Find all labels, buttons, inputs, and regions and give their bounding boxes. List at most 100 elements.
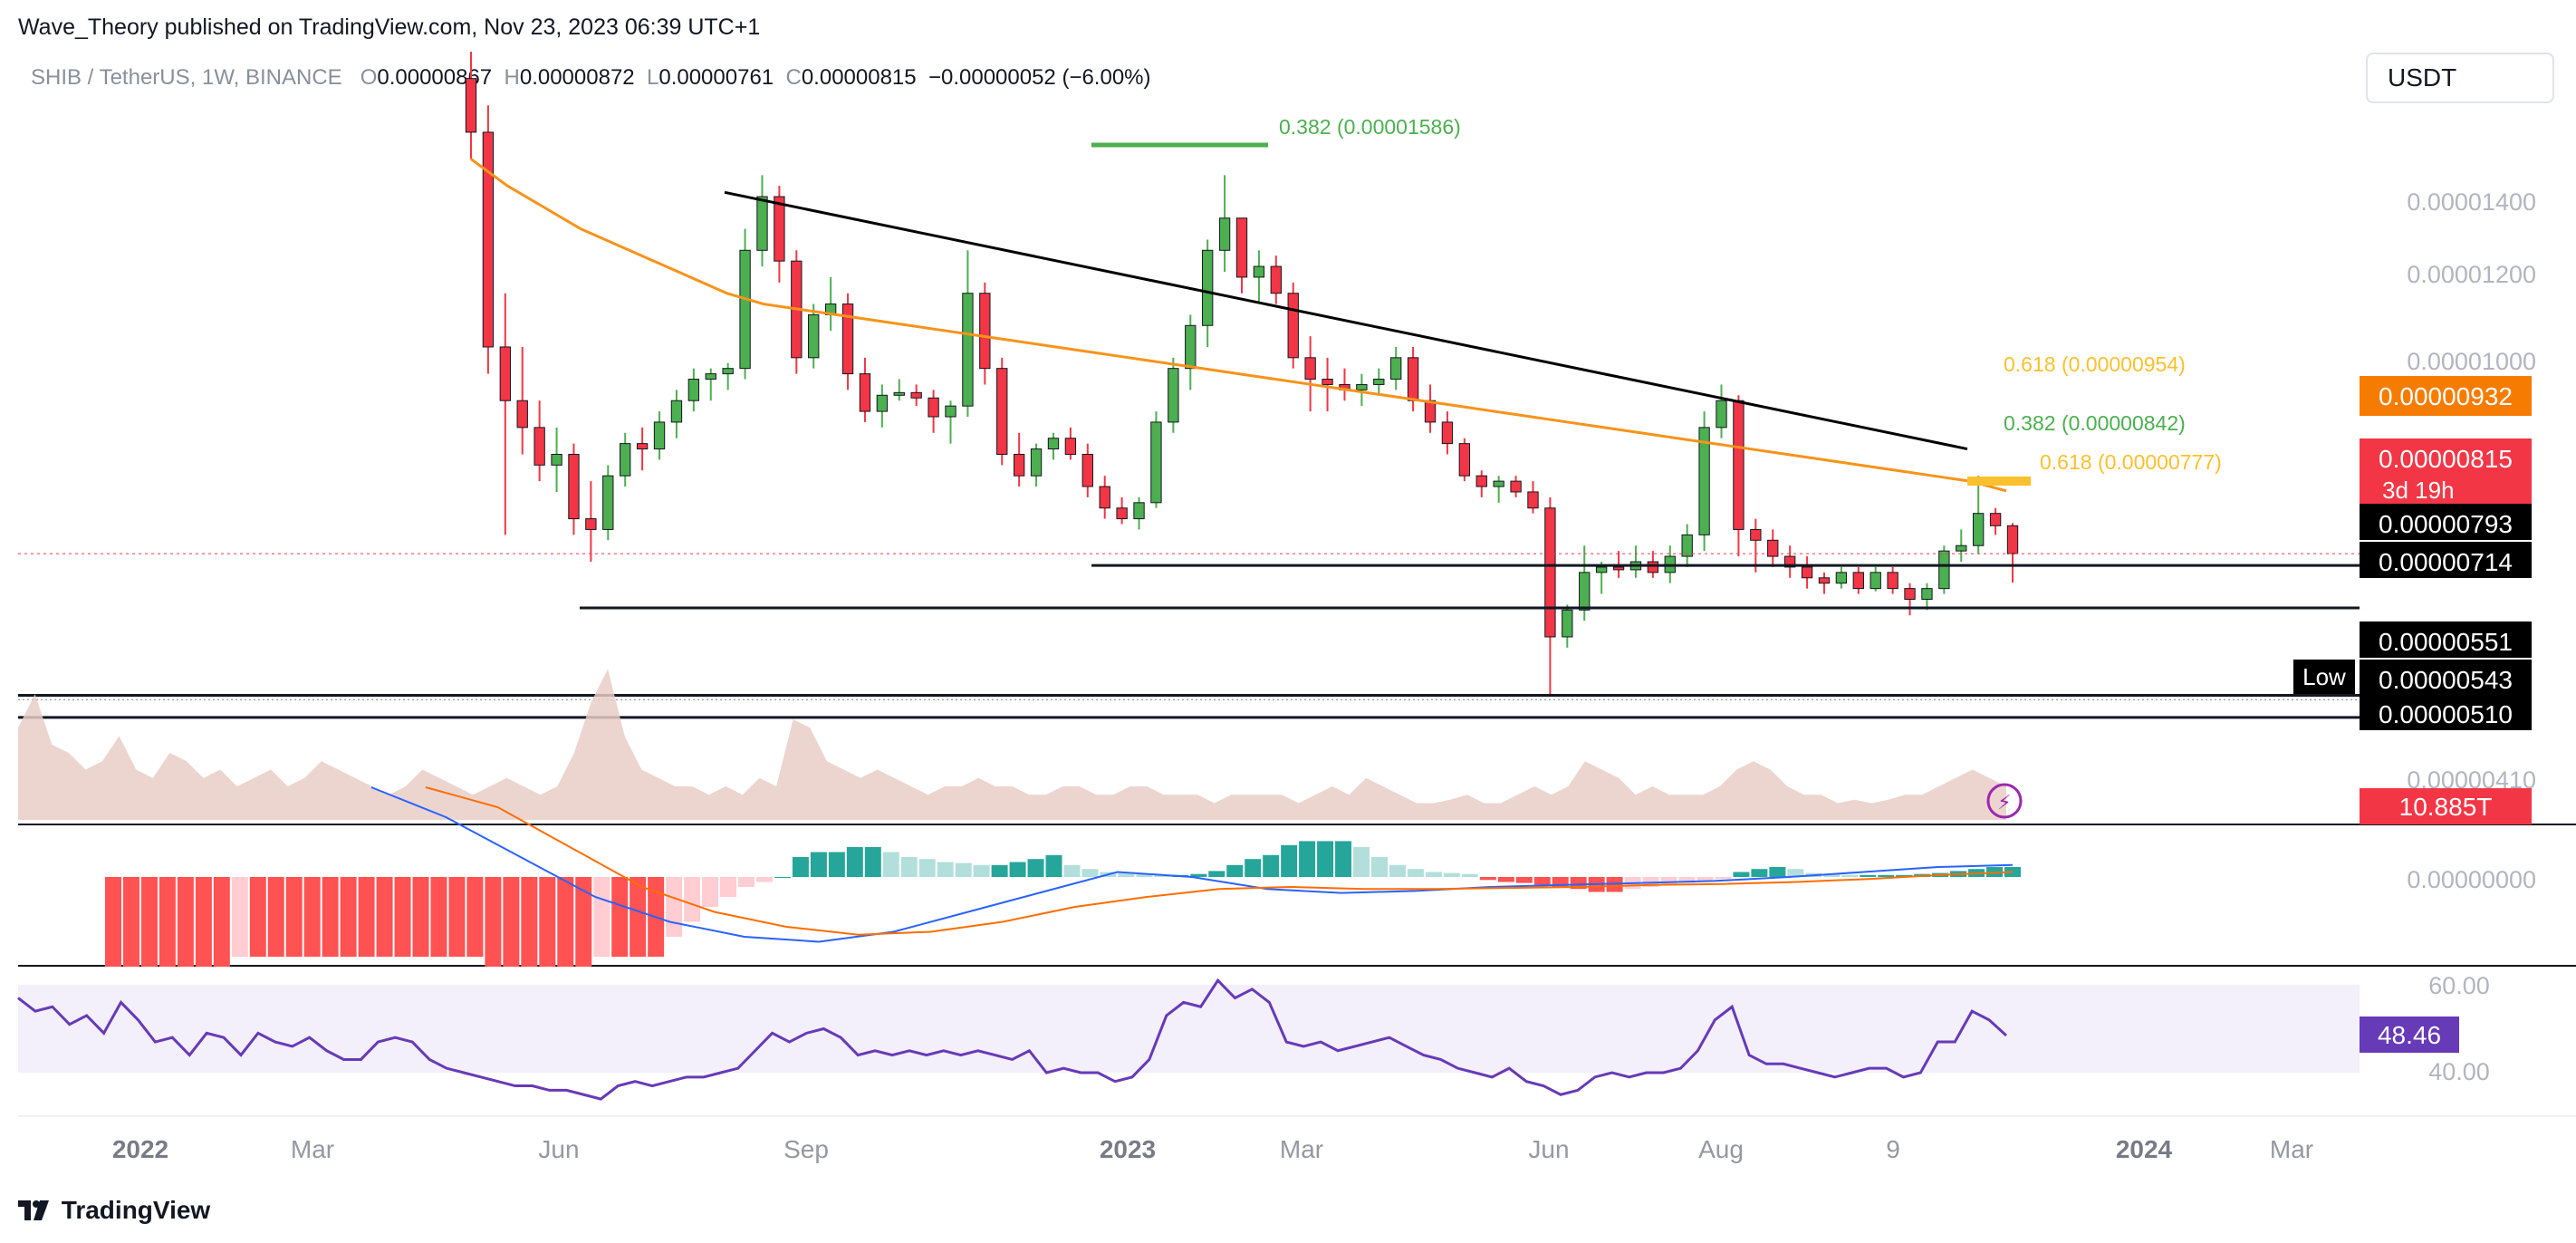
candle-body: [1168, 368, 1179, 423]
candle-body: [756, 196, 768, 251]
ema-line: [470, 158, 2007, 493]
candle-body: [465, 78, 477, 133]
macd-hist-bar: [159, 877, 176, 967]
macd-hist-bar: [430, 877, 447, 957]
candle-body: [1287, 293, 1299, 359]
macd-hist-bar: [303, 877, 321, 957]
candle-body: [859, 373, 871, 412]
candle-body: [1647, 561, 1659, 573]
macd-hist-bar: [611, 877, 629, 957]
time-axis-label: 2023: [1100, 1135, 1156, 1163]
macd-hist-bar: [1787, 869, 1804, 877]
candle-body: [1013, 453, 1025, 477]
macd-hist-bar: [1045, 854, 1062, 877]
rsi-tag-bg: [2360, 1017, 2459, 1053]
macd-hist-bar: [918, 859, 936, 877]
open-key: O: [360, 65, 378, 90]
candle-body: [705, 373, 716, 381]
candle-body: [979, 293, 991, 370]
macd-hist-bar: [702, 877, 719, 907]
candle-body: [568, 453, 580, 520]
level-tag-714-bg: [2360, 542, 2532, 578]
macd-hist-bar: [1136, 873, 1153, 877]
candle-body: [1116, 507, 1128, 520]
macd-hist-bar: [1878, 874, 1895, 877]
macd-hist-bar: [828, 852, 845, 877]
macd-hist-bar: [213, 877, 230, 967]
candle-body: [1562, 609, 1573, 638]
volume-tag: 10.885T: [2399, 793, 2493, 821]
macd-hist-bar: [1443, 872, 1460, 877]
time-axis-label: Mar: [291, 1135, 334, 1163]
high-key: H: [504, 65, 520, 90]
candle-body: [516, 400, 528, 429]
macd-hist-bar: [1118, 872, 1135, 877]
level-tag-793: 0.00000793: [2379, 510, 2513, 538]
macd-hist-bar: [140, 877, 158, 967]
currency-selector[interactable]: USDT: [2366, 53, 2554, 103]
symbol-label[interactable]: SHIB / TetherUS, 1W, BINANCE: [31, 65, 342, 90]
time-axis-label: 2024: [2116, 1135, 2173, 1163]
macd-hist-bar: [1533, 877, 1551, 885]
tradingview-brand: TradingView: [18, 1196, 210, 1225]
macd-hist-bar: [738, 877, 755, 887]
last-price-tag: 0.00000815: [2379, 445, 2513, 473]
candle-body: [1322, 379, 1333, 385]
macd-hist-bar: [810, 852, 827, 877]
low-prefix: Low: [2302, 663, 2346, 690]
macd-hist-bar: [448, 877, 466, 957]
countdown-tag: 3d 19h: [2382, 477, 2455, 504]
macd-hist-bar: [1299, 841, 1316, 877]
price-axis-label: 0.00001200: [2407, 261, 2536, 288]
trendline: [724, 190, 1968, 451]
macd-hist-bar: [1226, 864, 1244, 877]
macd-hist-bar: [1154, 874, 1171, 877]
rsi-tag: 48.46: [2378, 1021, 2441, 1049]
macd-hist-bar: [1190, 873, 1207, 877]
level-tag-543-bg: [2360, 660, 2532, 696]
candle-body: [602, 475, 614, 530]
candle-body: [774, 196, 785, 262]
level-tag-543: 0.00000543: [2379, 666, 2513, 694]
candle-body: [841, 304, 854, 375]
macd-hist-bar: [1317, 841, 1334, 877]
macd-hist-bar: [684, 877, 701, 922]
brand-text: TradingView: [61, 1196, 211, 1224]
macd-hist-bar: [720, 877, 737, 897]
candle-body: [1270, 265, 1282, 294]
macd-hist-bar: [1063, 864, 1081, 877]
macd-hist-bar: [900, 857, 918, 877]
macd-hist-bar: [1823, 873, 1841, 877]
level-tag-551: 0.00000551: [2379, 628, 2513, 656]
candle-body: [996, 368, 1008, 455]
macd-hist-bar: [630, 877, 647, 957]
candle-body: [1493, 480, 1504, 487]
price-axis-label: 0.00001400: [2407, 188, 2536, 216]
candle-body: [533, 427, 545, 466]
candle-body: [928, 397, 939, 418]
macd-hist-bar: [1081, 869, 1099, 877]
candle-body: [636, 443, 649, 450]
macd-hist-bar: [1009, 862, 1026, 877]
macd-hist-bar: [1515, 877, 1533, 883]
candle-body: [1716, 400, 1727, 429]
macd-hist-bar: [1353, 847, 1370, 877]
macd-hist-bar: [991, 864, 1008, 877]
candle-body: [1304, 357, 1316, 381]
candle-body: [1099, 486, 1110, 509]
candle-body: [876, 394, 889, 412]
time-axis-label: Mar: [1280, 1135, 1323, 1163]
candle-body: [1047, 438, 1060, 450]
low-value: 0.00000761: [658, 65, 774, 90]
macd-hist-bar: [358, 877, 375, 957]
level-tag-510-bg: [2360, 694, 2532, 730]
time-axis-label: Mar: [2270, 1135, 2313, 1163]
macd-hist-bar: [1552, 877, 1569, 887]
candle-body: [1921, 588, 1933, 600]
candle-body: [687, 379, 700, 401]
macd-hist-bar: [503, 877, 520, 967]
candle-body: [2006, 525, 2019, 554]
level-tag-793-bg: [2360, 504, 2532, 540]
candle-body: [945, 405, 956, 418]
